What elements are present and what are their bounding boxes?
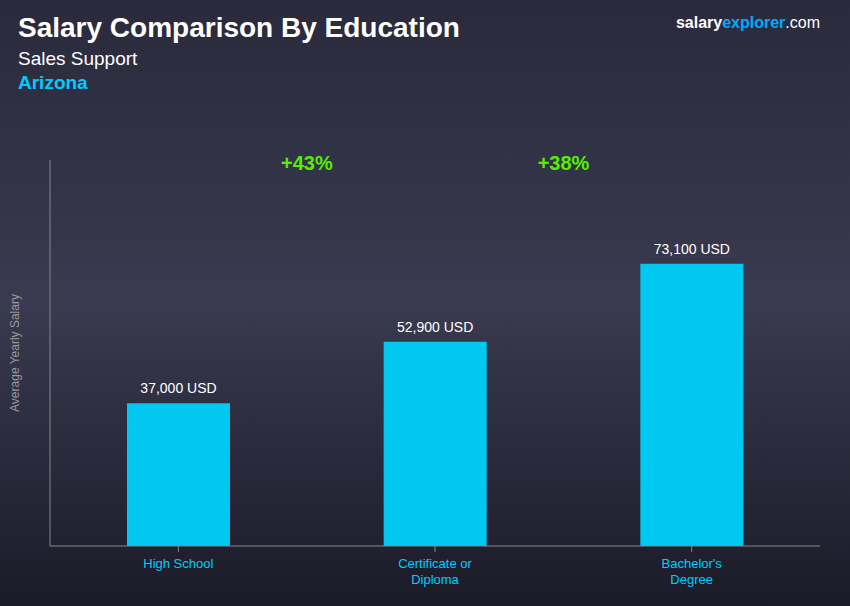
html-text:salary explorer.com: salary explorer.com bbox=[675, 14, 820, 31]
svg-text:Average Yearly Salary: Average Yearly Salary bbox=[8, 294, 22, 412]
svg-text:+43%: +43% bbox=[281, 152, 333, 174]
svg-text:High School: High School bbox=[143, 556, 213, 571]
html-text:Sales Support: Sales Support bbox=[18, 48, 138, 69]
html-text:Arizona: Arizona bbox=[18, 72, 88, 93]
svg-text:52,900 USD: 52,900 USD bbox=[397, 319, 473, 335]
svg-text:Bachelor'sDegree: Bachelor'sDegree bbox=[662, 556, 723, 587]
svg-text:Certificate orDiploma: Certificate orDiploma bbox=[398, 556, 472, 587]
svg-text:37,000 USD: 37,000 USD bbox=[140, 380, 216, 396]
svg-text:+38%: +38% bbox=[538, 152, 590, 174]
html-text:Salary Comparison By Education: Salary Comparison By Education bbox=[18, 12, 460, 43]
svg-text:73,100 USD: 73,100 USD bbox=[654, 241, 730, 257]
